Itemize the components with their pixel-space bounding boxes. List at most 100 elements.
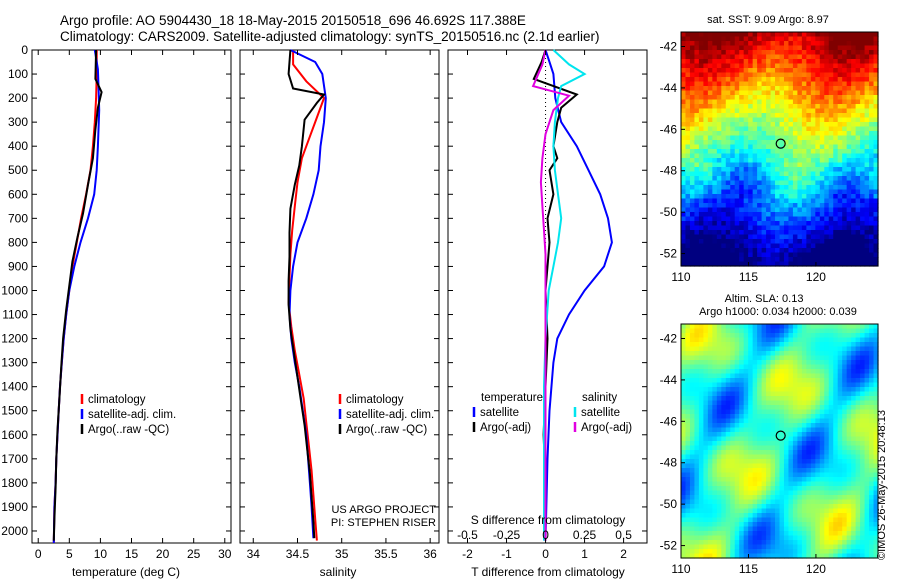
heatmap-cell (801, 324, 807, 330)
heatmap-cell (792, 387, 799, 393)
heatmap-cell (689, 95, 696, 101)
heatmap-cell (685, 239, 691, 245)
heatmap-cell (783, 185, 790, 191)
heatmap-cell (689, 522, 696, 528)
heatmap-cell (806, 454, 812, 460)
heatmap-cell (721, 454, 727, 460)
heatmap-cell (801, 90, 807, 96)
heatmap-cell (873, 391, 879, 397)
heatmap-cell (797, 189, 803, 195)
heatmap-cell (869, 364, 875, 370)
heatmap-cell (842, 387, 848, 393)
heatmap-cell (779, 436, 785, 442)
heatmap-cell (860, 391, 866, 397)
heatmap-cell (743, 144, 749, 150)
heatmap-cell (725, 337, 731, 343)
heatmap-cell (725, 68, 731, 74)
heatmap-cell (837, 216, 843, 222)
heatmap-cell (806, 131, 812, 137)
heatmap-cell (819, 234, 825, 240)
heatmap-cell (792, 50, 799, 56)
heatmap-cell (694, 387, 700, 393)
heatmap-cell (703, 99, 709, 105)
heatmap-cell (864, 167, 870, 173)
heatmap-cell (698, 553, 704, 559)
heatmap-cell (869, 337, 875, 343)
heatmap-cell (824, 140, 830, 146)
heatmap-cell (712, 117, 718, 123)
heatmap-cell (851, 59, 857, 65)
heatmap-cell (761, 108, 767, 114)
heatmap-cell (743, 360, 749, 366)
heatmap-cell (783, 481, 790, 487)
heatmap-cell (707, 189, 713, 195)
heatmap-cell (770, 346, 776, 352)
heatmap-cell (698, 468, 704, 474)
heatmap-cell (681, 90, 687, 96)
heatmap-cell (788, 423, 794, 429)
heatmap-cell (855, 45, 861, 51)
heatmap-cell (761, 432, 767, 438)
heatmap-cell (851, 32, 857, 38)
heatmap-cell (757, 50, 763, 56)
heatmap-cell (837, 481, 843, 487)
heatmap-cell (806, 423, 812, 429)
heatmap-cell (685, 176, 691, 182)
heatmap-cell (725, 463, 731, 469)
heatmap-cell (748, 248, 754, 254)
heatmap-cell (698, 441, 704, 447)
heatmap-cell (681, 198, 687, 204)
heatmap-cell (752, 108, 758, 114)
heatmap-cell (792, 212, 799, 218)
heatmap-cell (685, 328, 691, 334)
heatmap-cell (815, 423, 821, 429)
heatmap-cell (819, 472, 825, 478)
heatmap-cell (864, 378, 870, 384)
heatmap-cell (685, 526, 691, 532)
heatmap-cell (846, 243, 852, 249)
heatmap-cell (864, 50, 870, 56)
heatmap-cell (846, 445, 852, 451)
heatmap-cell (851, 135, 857, 141)
heatmap-cell (703, 261, 709, 267)
heatmap-cell (801, 333, 807, 339)
heatmap-cell (721, 459, 727, 465)
heatmap-cell (792, 36, 799, 42)
heatmap-cell (846, 463, 852, 469)
heatmap-cell (828, 346, 834, 352)
heatmap-cell (783, 423, 790, 429)
heatmap-cell (743, 171, 749, 177)
heatmap-cell (810, 427, 816, 433)
heatmap-cell (694, 162, 700, 168)
heatmap-cell (757, 477, 763, 483)
heatmap-cell (734, 99, 740, 105)
heatmap-cell (779, 180, 785, 186)
heatmap-cell (698, 126, 704, 132)
heatmap-cell (851, 508, 857, 514)
heatmap-cell (855, 477, 861, 483)
heatmap-cell (824, 99, 830, 105)
heatmap-cell (801, 257, 807, 263)
heatmap-cell (725, 504, 731, 510)
x-tick-label: 34.5 (286, 547, 310, 561)
heatmap-cell (734, 41, 740, 47)
heatmap-cell (681, 167, 687, 173)
heatmap-cell (810, 495, 816, 501)
heatmap-cell (864, 337, 870, 343)
heatmap-cell (681, 221, 687, 227)
heatmap-cell (833, 248, 839, 254)
heatmap-cell (873, 450, 879, 456)
heatmap-cell (801, 427, 807, 433)
heatmap-cell (739, 351, 745, 357)
heatmap-cell (743, 513, 749, 519)
heatmap-cell (730, 144, 736, 150)
heatmap-cell (761, 243, 767, 249)
heatmap-cell (837, 32, 843, 38)
heatmap-cell (681, 391, 687, 397)
heatmap-cell (810, 221, 816, 227)
heatmap-cell (819, 450, 825, 456)
heatmap-cell (819, 126, 825, 132)
heatmap-cell (748, 257, 754, 263)
heatmap-cell (752, 50, 758, 56)
heatmap-cell (815, 522, 821, 528)
